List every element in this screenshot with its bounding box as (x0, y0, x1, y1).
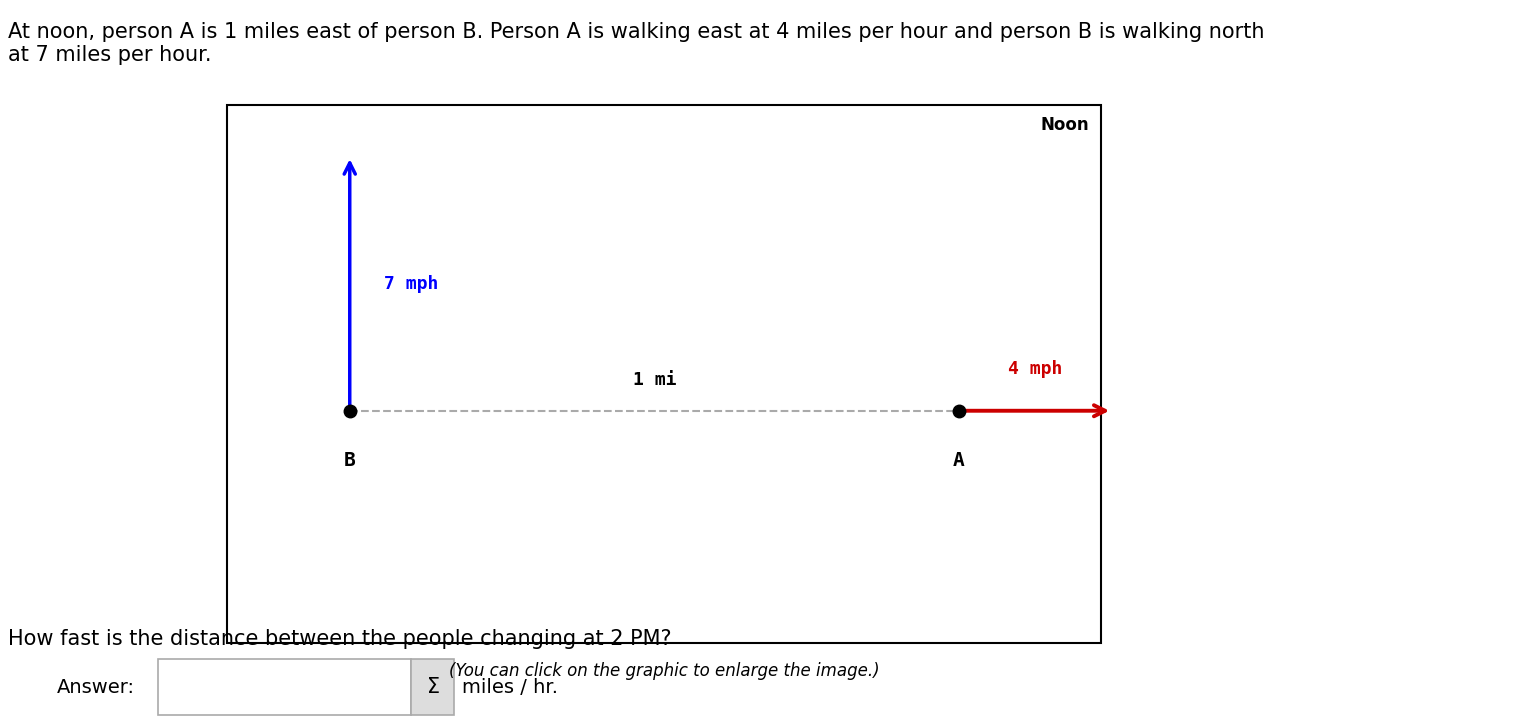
Text: $\Sigma$: $\Sigma$ (426, 677, 439, 697)
Text: How fast is the distance between the people changing at 2 PM?: How fast is the distance between the peo… (8, 629, 672, 649)
Text: 4 mph: 4 mph (1008, 360, 1063, 378)
Text: A: A (953, 451, 965, 470)
Text: Answer:: Answer: (57, 678, 135, 696)
Bar (411, 659, 454, 715)
Bar (227, 105, 1101, 643)
Text: Noon: Noon (1040, 116, 1089, 134)
Text: At noon, person A is 1 miles east of person B. Person A is walking east at 4 mil: At noon, person A is 1 miles east of per… (8, 22, 1264, 65)
Text: 1 mi: 1 mi (632, 371, 676, 389)
Text: miles / hr.: miles / hr. (462, 678, 558, 696)
Bar (158, 659, 411, 715)
Text: 7 mph: 7 mph (384, 275, 437, 292)
Text: (You can click on the graphic to enlarge the image.): (You can click on the graphic to enlarge… (449, 662, 879, 680)
Text: B: B (344, 451, 356, 470)
